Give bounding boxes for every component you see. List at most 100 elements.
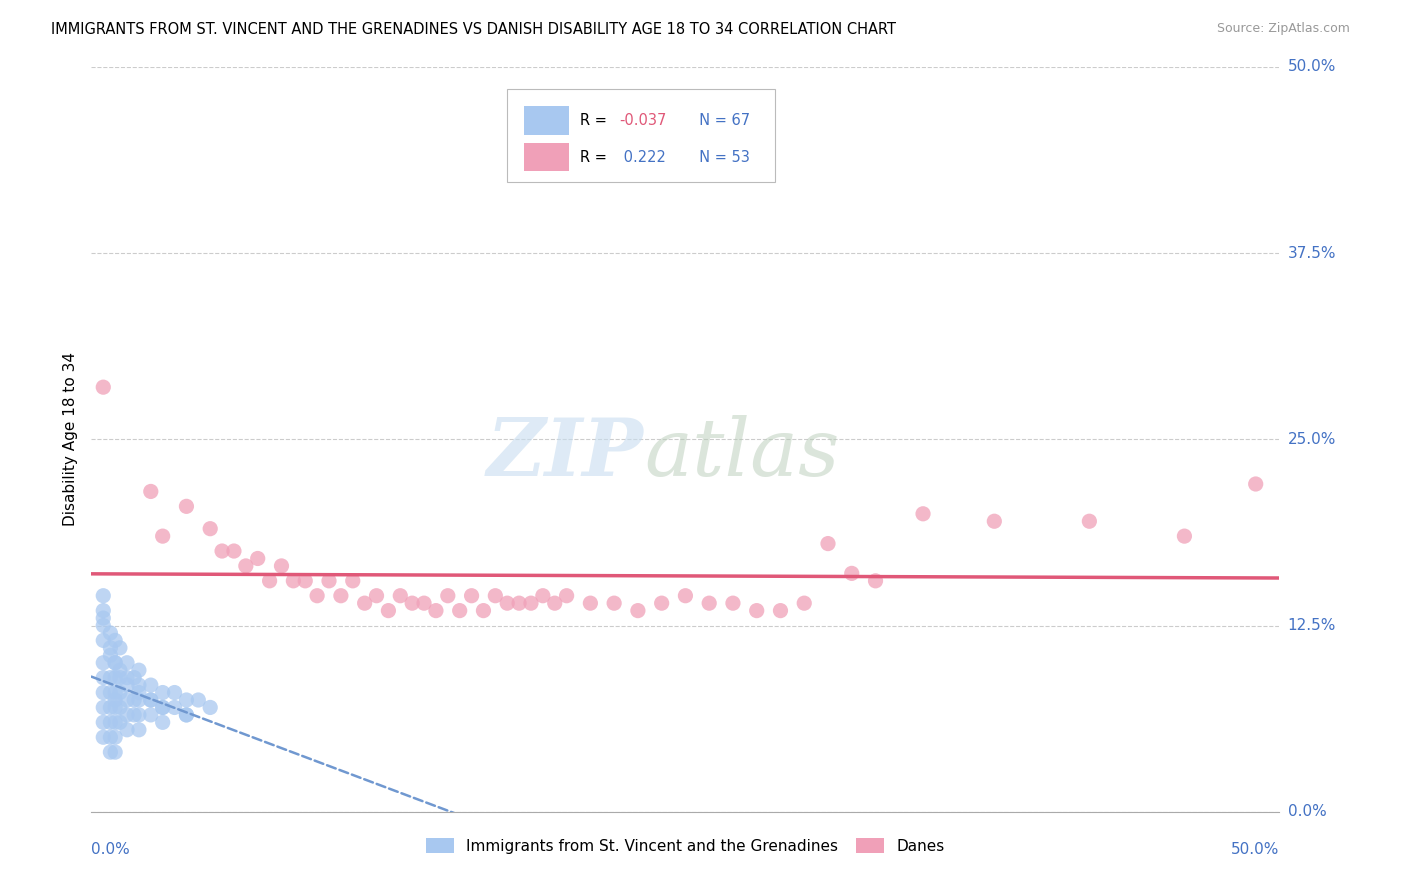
Point [817, 536, 839, 550]
Point [128, 723, 150, 737]
Point [520, 596, 543, 610]
Text: N = 67: N = 67 [690, 113, 751, 128]
Point [115, 656, 138, 670]
FancyBboxPatch shape [524, 143, 569, 171]
Point [496, 596, 519, 610]
Point [307, 589, 329, 603]
Point [270, 558, 292, 573]
Point [91, 685, 114, 699]
Point [508, 596, 530, 610]
Point [91, 611, 114, 625]
FancyBboxPatch shape [508, 89, 775, 182]
Point [100, 626, 122, 640]
Point [91, 380, 114, 394]
Text: IMMIGRANTS FROM ST. VINCENT AND THE GRENADINES VS DANISH DISABILITY AGE 18 TO 34: IMMIGRANTS FROM ST. VINCENT AND THE GREN… [51, 22, 896, 37]
Point [122, 693, 145, 707]
Point [544, 596, 567, 610]
Point [176, 693, 198, 707]
Point [122, 707, 145, 722]
Point [100, 671, 122, 685]
Point [259, 574, 281, 588]
Text: 50.0%: 50.0% [1288, 60, 1336, 74]
Text: Source: ZipAtlas.com: Source: ZipAtlas.com [1216, 22, 1350, 36]
Point [983, 514, 1005, 528]
Point [651, 596, 673, 610]
Text: 0.222: 0.222 [619, 150, 666, 165]
Point [139, 484, 162, 499]
Point [115, 671, 138, 685]
Point [1244, 477, 1267, 491]
Text: R =: R = [579, 113, 612, 128]
Point [104, 730, 127, 744]
Point [128, 693, 150, 707]
Point [163, 685, 186, 699]
Point [1173, 529, 1195, 543]
Point [100, 715, 122, 730]
Point [104, 671, 127, 685]
Point [91, 633, 114, 648]
Point [163, 700, 186, 714]
Point [745, 604, 768, 618]
Point [152, 529, 174, 543]
Point [108, 640, 131, 655]
Text: 0.0%: 0.0% [1288, 805, 1326, 819]
Point [389, 589, 412, 603]
Point [104, 633, 127, 648]
Text: 0.0%: 0.0% [91, 842, 131, 857]
Point [283, 574, 305, 588]
Point [104, 693, 127, 707]
Point [329, 589, 352, 603]
Point [122, 671, 145, 685]
Point [176, 707, 198, 722]
Point [139, 678, 162, 692]
Point [115, 707, 138, 722]
Point [104, 715, 127, 730]
Point [401, 596, 423, 610]
Point [342, 574, 364, 588]
Point [531, 589, 554, 603]
Point [472, 604, 495, 618]
Text: 50.0%: 50.0% [1232, 842, 1279, 857]
Point [91, 589, 114, 603]
Point [104, 656, 127, 670]
Point [841, 566, 863, 581]
Point [104, 745, 127, 759]
Point [793, 596, 815, 610]
Point [1078, 514, 1101, 528]
Point [353, 596, 375, 610]
Point [377, 604, 399, 618]
Point [100, 700, 122, 714]
Point [436, 589, 458, 603]
Point [294, 574, 316, 588]
Point [128, 678, 150, 692]
Point [100, 745, 122, 759]
Point [100, 648, 122, 663]
Point [449, 604, 471, 618]
Point [152, 700, 174, 714]
Point [697, 596, 720, 610]
Text: 12.5%: 12.5% [1288, 618, 1336, 633]
Point [152, 700, 174, 714]
Point [555, 589, 578, 603]
Point [139, 693, 162, 707]
Point [769, 604, 792, 618]
Point [100, 685, 122, 699]
Text: -0.037: -0.037 [619, 113, 666, 128]
Point [176, 500, 198, 514]
Point [108, 700, 131, 714]
Point [108, 671, 131, 685]
Point [108, 663, 131, 677]
Legend: Immigrants from St. Vincent and the Grenadines, Danes: Immigrants from St. Vincent and the Gren… [420, 832, 950, 860]
Point [200, 522, 222, 536]
Point [128, 685, 150, 699]
Point [366, 589, 388, 603]
Text: N = 53: N = 53 [690, 150, 749, 165]
Point [200, 700, 222, 714]
Point [91, 656, 114, 670]
Point [100, 640, 122, 655]
Point [91, 604, 114, 618]
Point [91, 618, 114, 632]
Point [104, 656, 127, 670]
Point [673, 589, 696, 603]
Point [484, 589, 506, 603]
